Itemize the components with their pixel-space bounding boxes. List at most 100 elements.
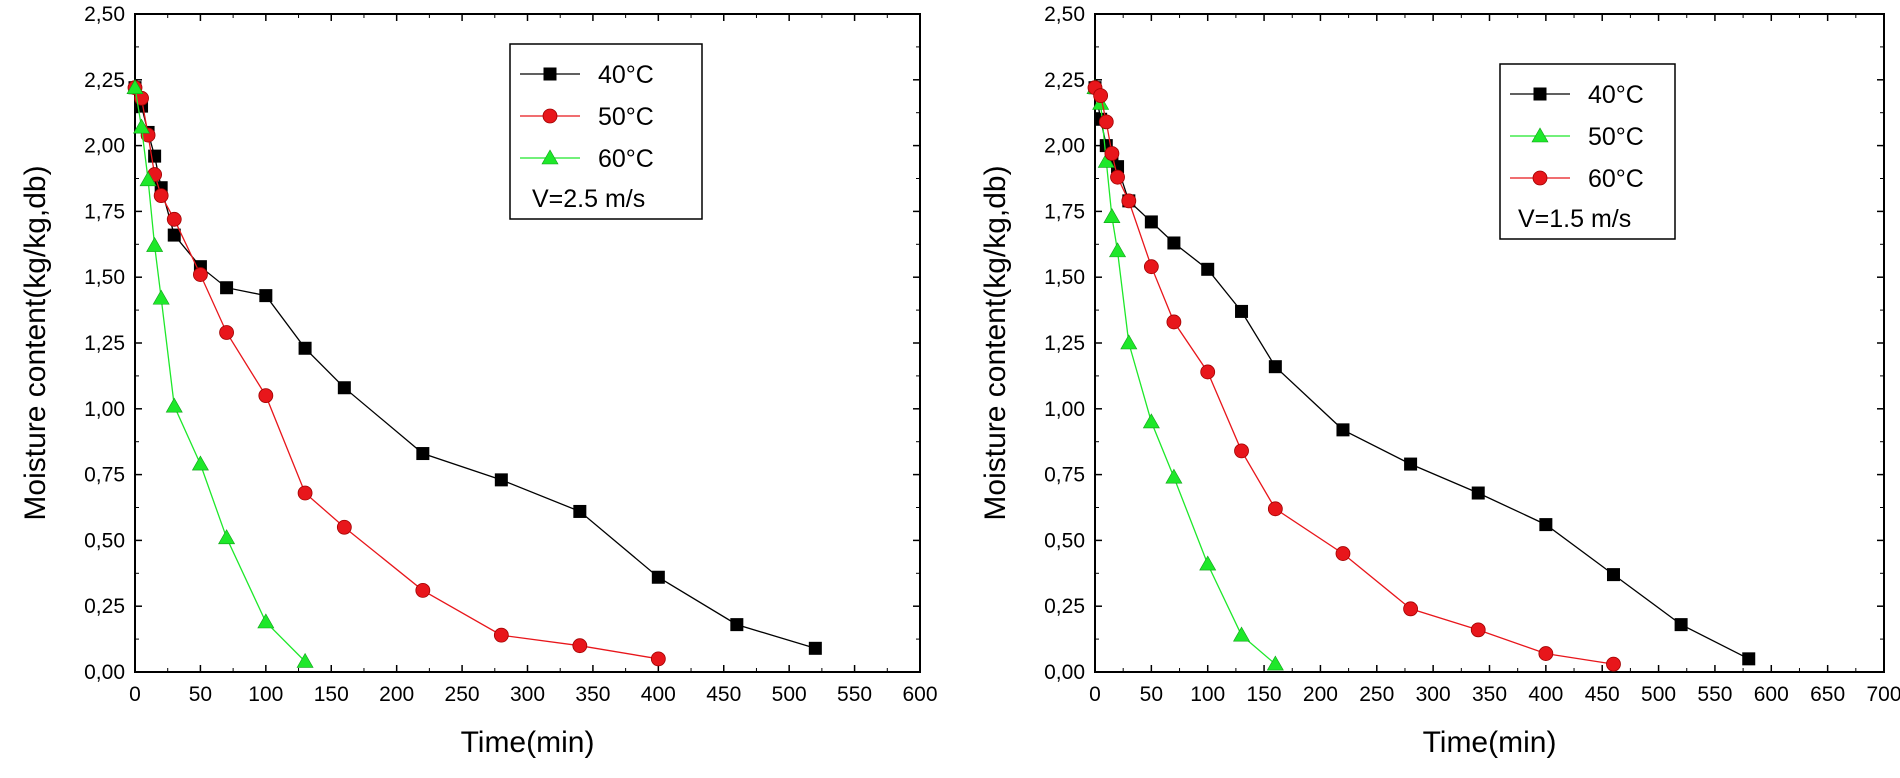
right-x-tick-label: 200 (1303, 683, 1338, 706)
left-x-tick-label: 50 (189, 683, 212, 706)
right-x-tick-label: 550 (1697, 683, 1732, 706)
left-y-tick-label: 1,50 (84, 266, 125, 289)
left-series-line (134, 87, 816, 649)
left-y-tick-label: 1,00 (84, 398, 125, 421)
left-y-tick-label: 1,75 (84, 200, 125, 223)
right-data-point (1165, 468, 1183, 484)
right-data-point (1166, 314, 1182, 330)
right-x-tick-label: 0 (1089, 683, 1101, 706)
left-data-point (298, 341, 312, 355)
right-plot-frame (1094, 13, 1885, 673)
right-data-point (1110, 169, 1125, 185)
left-x-tick-label: 300 (510, 683, 545, 706)
left-data-point (153, 188, 169, 204)
left-data-point (191, 455, 209, 471)
left-legend-marker (543, 67, 557, 81)
right-y-tick-label: 2,00 (1044, 135, 1085, 158)
right-data-point (1470, 622, 1486, 638)
right-data-point (1268, 360, 1282, 374)
right-data-point (1336, 423, 1350, 437)
left-y-tick-label: 0,00 (84, 661, 125, 684)
right-data-point (1234, 443, 1249, 459)
left-x-tick-label: 500 (772, 683, 807, 706)
left-data-point (148, 149, 162, 163)
left-legend-marker (542, 108, 558, 124)
left-y-tick-label: 0,50 (84, 529, 125, 552)
left-data-point (572, 638, 588, 654)
right-legend-label: 60°C (1588, 165, 1644, 193)
left-series-2 (126, 79, 314, 668)
left-legend-note: V=2.5 m/s (532, 185, 645, 213)
right-data-point (1144, 215, 1158, 229)
right-y-tick-label: 1,25 (1044, 332, 1085, 355)
right-legend-label: 50°C (1588, 123, 1644, 151)
left-data-point (494, 473, 508, 487)
left-data-point (165, 397, 183, 413)
left-data-point (336, 519, 352, 535)
left-y-axis-label: Moisture content(kg/kg,db) (19, 165, 52, 520)
left-data-point (146, 237, 164, 252)
right-x-tick-label: 450 (1585, 683, 1620, 706)
left-data-point (166, 211, 182, 227)
right-data-point (1200, 364, 1216, 380)
right-x-tick-label: 350 (1472, 683, 1507, 706)
right-data-point (1606, 568, 1620, 582)
right-x-tick-label: 100 (1190, 683, 1225, 706)
left-series-0 (128, 81, 822, 655)
left-x-tick-label: 600 (902, 683, 937, 706)
right-legend-marker (1533, 87, 1547, 101)
left-data-point (651, 570, 665, 584)
left-data-point (218, 529, 236, 545)
left-legend-label: 60°C (598, 145, 654, 173)
left-legend: 40°C 50°C 60°C V=2.5 m/s (509, 43, 703, 220)
right-y-tick-label: 1,00 (1044, 398, 1085, 421)
left-data-point (416, 447, 430, 461)
right-legend-marker (1531, 127, 1549, 143)
right-y-tick-label: 0,75 (1044, 464, 1085, 487)
right-data-point (1201, 262, 1215, 276)
left-legend-label: 50°C (598, 103, 654, 131)
right-data-point (1404, 457, 1418, 471)
right-data-point (1143, 259, 1159, 275)
left-data-point (133, 118, 151, 134)
right-data-point (1120, 334, 1138, 350)
left-data-point (296, 652, 314, 668)
right-x-tick-label: 50 (1140, 683, 1163, 706)
left-y-tick-label: 2,00 (84, 135, 125, 158)
left-x-tick-label: 400 (641, 683, 676, 706)
right-x-tick-label: 700 (1866, 683, 1900, 706)
left-data-point (730, 618, 744, 632)
right-legend: 40°C 50°C 60°C V=1.5 m/s (1499, 63, 1676, 240)
right-data-point (1109, 242, 1127, 258)
left-y-tick-label: 2,25 (84, 69, 125, 92)
right-y-tick-label: 1,75 (1044, 200, 1085, 223)
left-data-point (152, 289, 170, 305)
left-x-tick-label: 100 (248, 683, 283, 706)
left-y-tick-label: 0,25 (84, 595, 125, 618)
left-x-tick-label: 250 (445, 683, 480, 706)
left-x-tick-label: 350 (575, 683, 610, 706)
right-x-tick-label: 600 (1754, 683, 1789, 706)
chart-right: 0 50 100 150 200 250 300 350 400 450 500 550 600 650 7… (960, 0, 1900, 778)
chart-left: 0 50 100 150 200 250 300 350 400 450 500 550 600 0,00… (19, 3, 938, 759)
right-data-point (1539, 518, 1553, 532)
right-data-point (1142, 413, 1160, 429)
left-data-point (337, 381, 351, 395)
left-data-point (808, 641, 822, 655)
left-legend-marker (541, 149, 559, 165)
left-data-point (258, 388, 274, 404)
right-x-tick-label: 400 (1528, 683, 1563, 706)
left-x-axis-label: Time(min) (461, 726, 595, 759)
right-y-tick-label: 0,25 (1044, 595, 1085, 618)
left-data-point (220, 281, 234, 295)
right-data-point (1267, 501, 1283, 517)
right-y-tick-label: 2,50 (1044, 3, 1085, 26)
right-legend-note: V=1.5 m/s (1518, 205, 1631, 233)
left-y-tick-label: 1,25 (84, 332, 125, 355)
right-data-point (1742, 652, 1756, 666)
right-data-point (1104, 146, 1120, 161)
right-data-point (1199, 555, 1217, 571)
right-data-point (1098, 114, 1114, 130)
right-y-tick-label: 2,25 (1044, 69, 1085, 92)
right-x-axis-label: Time(min) (1423, 726, 1557, 759)
